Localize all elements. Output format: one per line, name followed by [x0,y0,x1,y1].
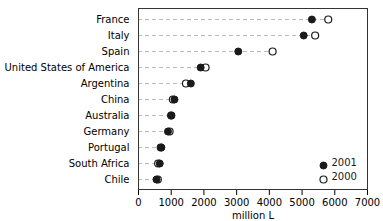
svg-text:China: China [101,94,130,105]
svg-text:United States of America: United States of America [5,62,130,73]
svg-text:4000: 4000 [257,197,282,208]
svg-text:Chile: Chile [104,174,129,185]
svg-text:2000: 2000 [332,171,357,182]
svg-text:Argentina: Argentina [81,78,130,89]
svg-text:7000: 7000 [355,197,380,208]
svg-text:Germany: Germany [84,126,130,137]
svg-text:South Africa: South Africa [69,158,130,169]
svg-text:5000: 5000 [289,197,314,208]
svg-text:0: 0 [135,197,141,208]
svg-text:2000: 2000 [191,197,216,208]
svg-text:1000: 1000 [158,197,183,208]
svg-text:2001: 2001 [332,157,357,168]
svg-text:Australia: Australia [85,110,129,121]
svg-text:Italy: Italy [108,30,130,41]
svg-text:Portugal: Portugal [88,142,129,153]
svg-text:Spain: Spain [102,46,130,57]
svg-text:France: France [96,14,129,25]
svg-text:million L: million L [232,210,274,221]
svg-text:6000: 6000 [322,197,347,208]
svg-text:3000: 3000 [224,197,249,208]
